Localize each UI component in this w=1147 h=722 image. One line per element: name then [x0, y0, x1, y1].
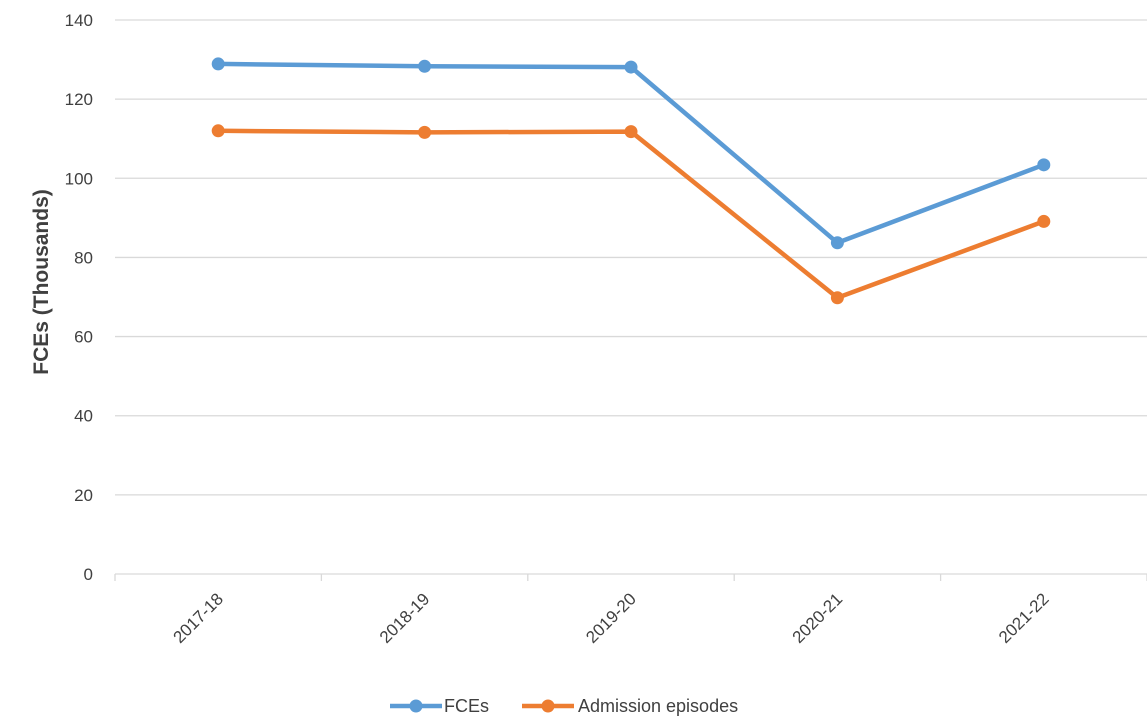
- x-tick-label: 2017-18: [169, 589, 227, 647]
- data-point: [830, 236, 844, 250]
- series-layer: [211, 57, 1051, 305]
- axes: [114, 573, 1147, 581]
- x-tick-label: 2021-22: [995, 589, 1053, 647]
- data-point: [418, 59, 432, 73]
- data-point: [1037, 214, 1051, 228]
- data-point: [211, 124, 225, 138]
- legend-label: FCEs: [444, 696, 489, 716]
- data-point: [1037, 158, 1051, 172]
- series-0: [211, 57, 1051, 250]
- y-tick-label: 140: [65, 11, 93, 30]
- data-point: [830, 291, 844, 305]
- y-tick-label: 20: [74, 486, 93, 505]
- legend-item: FCEs: [390, 696, 489, 716]
- gridlines: [115, 19, 1147, 496]
- y-tick-labels: 0 20 40 60 80 100 120 140: [65, 11, 93, 584]
- y-tick-label: 120: [65, 90, 93, 109]
- legend-swatch-marker: [541, 699, 555, 713]
- legend-item: Admission episodes: [522, 696, 738, 716]
- x-tick-labels: 2017-18 2018-19 2019-20 2020-21 2021-22: [169, 589, 1052, 647]
- y-tick-label: 60: [74, 328, 93, 347]
- series-1: [211, 124, 1051, 305]
- data-point: [624, 125, 638, 139]
- y-axis-title: FCEs (Thousands): [30, 189, 53, 375]
- legend: FCEs Admission episodes: [390, 696, 738, 716]
- y-tick-label: 100: [65, 169, 93, 188]
- data-point: [418, 125, 432, 139]
- series-line: [215, 61, 1047, 246]
- y-tick-label: 80: [74, 248, 93, 267]
- legend-swatch-marker: [409, 699, 423, 713]
- x-tick-label: 2019-20: [582, 589, 640, 647]
- series-line: [215, 128, 1047, 301]
- data-point: [211, 57, 225, 71]
- x-tick-label: 2020-21: [789, 589, 847, 647]
- x-tick-label: 2018-19: [376, 589, 434, 647]
- data-point: [624, 60, 638, 74]
- legend-label: Admission episodes: [578, 696, 738, 716]
- y-tick-label: 0: [84, 565, 93, 584]
- y-tick-label: 40: [74, 407, 93, 426]
